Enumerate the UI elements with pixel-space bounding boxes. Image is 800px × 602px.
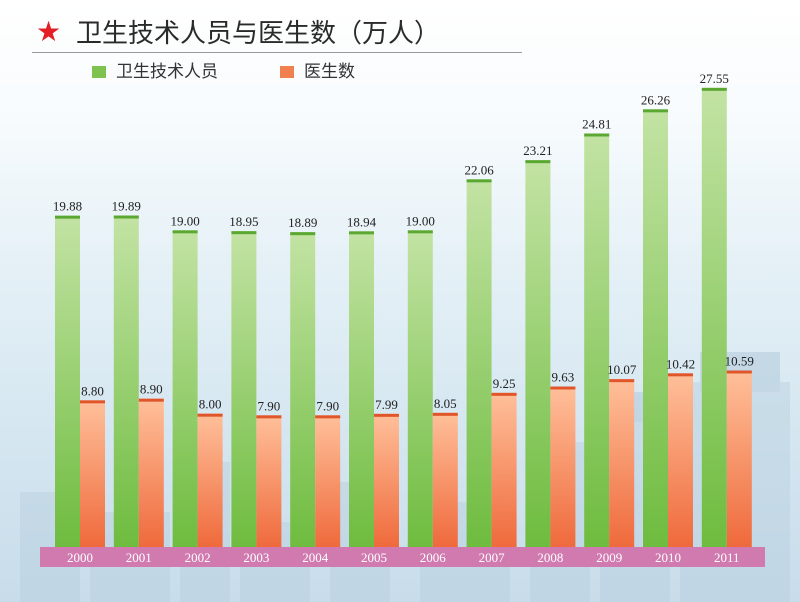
value-label-doctors-2009: 10.07 (607, 362, 637, 377)
value-label-health-workers-2007: 22.06 (464, 162, 494, 177)
x-tick-label-2001: 2001 (126, 550, 152, 565)
bar-cap-doctors-2011 (726, 370, 752, 374)
x-tick-label-2008: 2008 (537, 550, 563, 565)
x-tick-label-2007: 2007 (479, 550, 506, 565)
bar-cap-health-workers-2004 (290, 232, 316, 236)
value-label-health-workers-2001: 19.89 (112, 199, 141, 214)
value-label-doctors-2002: 8.00 (199, 397, 222, 412)
value-label-health-workers-2008: 23.21 (523, 143, 552, 158)
bar-cap-health-workers-2003 (231, 231, 257, 235)
bar-cap-health-workers-2000 (55, 215, 80, 219)
bar-doctors-2010 (668, 373, 693, 547)
x-tick-label-2011: 2011 (714, 550, 740, 565)
legend-swatch-health-workers (92, 66, 106, 78)
bar-cap-health-workers-2009 (584, 133, 610, 137)
bar-doctors-2006 (432, 412, 458, 547)
bar-doctors-2000 (80, 400, 105, 547)
value-label-doctors-2005: 7.99 (375, 397, 398, 412)
value-label-health-workers-2011: 27.55 (700, 71, 729, 86)
value-label-doctors-2011: 10.59 (725, 354, 754, 369)
bar-cap-health-workers-2011 (701, 87, 727, 91)
bar-doctors-2008 (550, 386, 576, 547)
bar-cap-doctors-2003 (256, 415, 282, 419)
bar-doctors-2011 (726, 370, 752, 547)
value-label-doctors-2004: 7.90 (316, 398, 339, 413)
x-tick-label-2003: 2003 (243, 550, 269, 565)
value-label-doctors-2007: 9.25 (493, 376, 516, 391)
bar-cap-health-workers-2008 (525, 160, 551, 164)
legend: 卫生技术人员 医生数 (92, 60, 512, 84)
x-tick-label-2005: 2005 (361, 550, 387, 565)
bar-doctors-2009 (609, 379, 635, 547)
bar-cap-health-workers-2006 (407, 230, 433, 234)
bar-health-workers-2008 (525, 160, 551, 547)
bar-cap-doctors-2000 (80, 400, 105, 404)
bar-health-workers-2004 (290, 232, 316, 547)
bar-cap-doctors-2006 (432, 412, 458, 416)
value-label-health-workers-2006: 19.00 (406, 213, 435, 228)
legend-label-doctors: 医生数 (304, 62, 355, 82)
value-label-doctors-2008: 9.63 (552, 370, 575, 385)
bar-health-workers-2003 (231, 231, 257, 547)
bar-health-workers-2000 (55, 215, 80, 547)
bar-doctors-2004 (315, 415, 341, 547)
bar-doctors-2003 (256, 415, 282, 547)
bar-health-workers-2006 (407, 230, 433, 548)
value-label-health-workers-2005: 18.94 (347, 214, 377, 229)
bar-doctors-2002 (197, 413, 223, 547)
value-label-health-workers-2000: 19.88 (53, 199, 82, 214)
bar-health-workers-2009 (584, 133, 610, 547)
bar-cap-doctors-2002 (197, 413, 223, 417)
x-tick-labels-group: 2000 2001 2002 2003 2004 2005 2006 2007 2008 2009… (67, 550, 740, 565)
bar-health-workers-2002 (172, 230, 198, 548)
bar-cap-doctors-2010 (668, 373, 693, 377)
bar-cap-doctors-2005 (374, 413, 399, 417)
star-icon: ★ (36, 15, 62, 48)
bar-health-workers-2007 (466, 179, 492, 548)
chart-title: 卫生技术人员与医生数（万人） (76, 19, 441, 49)
bar-doctors-2007 (491, 392, 517, 547)
bar-cap-health-workers-2001 (113, 215, 139, 219)
value-label-health-workers-2004: 18.89 (288, 215, 317, 230)
legend-swatch-doctors (280, 66, 294, 78)
legend-label-health-workers: 卫生技术人员 (116, 62, 218, 82)
bar-health-workers-2010 (643, 109, 668, 547)
bar-health-workers-2011 (701, 87, 727, 547)
value-labels-group: 19.88 8.80 19.89 8.90 19.00 8.00 18.95 7.90 18.8… (53, 71, 754, 414)
value-label-doctors-2000: 8.80 (81, 383, 104, 398)
value-label-doctors-2003: 7.90 (258, 398, 281, 413)
bar-cap-doctors-2001 (138, 398, 164, 402)
bar-cap-health-workers-2002 (172, 230, 198, 234)
bar-cap-doctors-2008 (550, 386, 576, 390)
value-label-doctors-2010: 10.42 (666, 356, 695, 371)
title-bar: ★ 卫生技术人员与医生数（万人） (32, 12, 522, 53)
x-axis-band (40, 547, 765, 567)
x-tick-label-2000: 2000 (67, 550, 93, 565)
bar-cap-doctors-2009 (609, 379, 635, 383)
value-label-doctors-2006: 8.05 (434, 396, 457, 411)
value-label-health-workers-2002: 19.00 (170, 213, 199, 228)
bar-cap-doctors-2007 (491, 392, 517, 396)
x-tick-label-2010: 2010 (655, 550, 681, 565)
x-tick-label-2004: 2004 (302, 550, 329, 565)
bar-doctors-2005 (374, 413, 399, 547)
bar-health-workers-2005 (349, 231, 374, 548)
bar-cap-doctors-2004 (315, 415, 341, 419)
bar-cap-health-workers-2005 (349, 231, 374, 235)
x-tick-label-2006: 2006 (420, 550, 447, 565)
value-label-health-workers-2009: 24.81 (582, 117, 611, 132)
value-label-health-workers-2010: 26.26 (641, 92, 671, 107)
bar-doctors-2001 (138, 398, 164, 547)
bar-cap-health-workers-2007 (466, 179, 492, 183)
bar-cap-health-workers-2010 (643, 109, 668, 113)
value-label-health-workers-2003: 18.95 (229, 214, 258, 229)
bar-health-workers-2001 (113, 215, 139, 547)
x-tick-label-2009: 2009 (596, 550, 622, 565)
bars-group (55, 87, 752, 548)
value-label-doctors-2001: 8.90 (140, 382, 163, 397)
x-tick-label-2002: 2002 (185, 550, 211, 565)
